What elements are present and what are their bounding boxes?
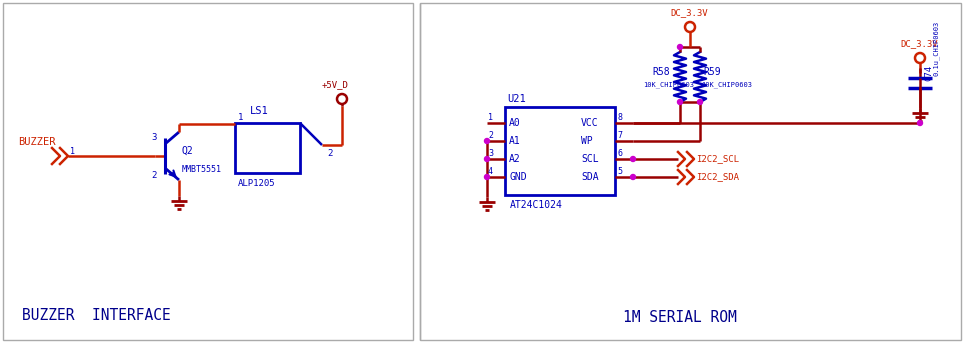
Text: BUZZER  INTERFACE: BUZZER INTERFACE — [22, 308, 171, 322]
Text: SCL: SCL — [581, 154, 599, 164]
Text: 1: 1 — [70, 146, 75, 155]
Text: A2: A2 — [509, 154, 521, 164]
Text: R58: R58 — [652, 67, 670, 77]
Circle shape — [678, 45, 683, 49]
Text: I2C2_SDA: I2C2_SDA — [696, 173, 739, 181]
Text: Q2: Q2 — [182, 146, 194, 156]
Text: 10K_CHIP0603: 10K_CHIP0603 — [701, 82, 752, 88]
Text: I2C2_SCL: I2C2_SCL — [696, 154, 739, 164]
Text: VCC: VCC — [581, 118, 599, 128]
Text: AT24C1024: AT24C1024 — [510, 200, 563, 210]
Text: 5: 5 — [617, 167, 622, 177]
Text: DC_3.3V: DC_3.3V — [670, 9, 708, 17]
Circle shape — [485, 175, 490, 179]
Bar — [505, 107, 615, 195]
Text: 1: 1 — [488, 114, 493, 122]
Circle shape — [918, 120, 923, 126]
Text: R59: R59 — [703, 67, 721, 77]
Text: 0.1u_CHIP0603: 0.1u_CHIP0603 — [933, 21, 940, 76]
Text: C74: C74 — [924, 65, 933, 81]
Text: 3: 3 — [488, 150, 493, 158]
Text: SDA: SDA — [581, 172, 599, 182]
Text: U21: U21 — [507, 94, 525, 104]
Text: 2: 2 — [488, 131, 493, 141]
Bar — [3, 3, 413, 340]
Text: 8: 8 — [617, 114, 622, 122]
Text: 3: 3 — [151, 133, 156, 142]
Text: DC_3.3V: DC_3.3V — [900, 39, 938, 48]
Text: 1: 1 — [238, 114, 243, 122]
Text: MMBT5551: MMBT5551 — [182, 165, 222, 174]
Text: 1M SERIAL ROM: 1M SERIAL ROM — [623, 310, 736, 326]
Text: GND: GND — [509, 172, 526, 182]
Text: 6: 6 — [617, 150, 622, 158]
Text: +5V_D: +5V_D — [322, 81, 349, 90]
Text: LS1: LS1 — [250, 106, 269, 116]
Circle shape — [678, 99, 683, 105]
Text: A1: A1 — [509, 136, 521, 146]
Text: 4: 4 — [488, 167, 493, 177]
Text: 7: 7 — [617, 131, 622, 141]
Bar — [235, 123, 300, 173]
Text: BUZZER: BUZZER — [18, 137, 56, 147]
Text: ALP1205: ALP1205 — [238, 178, 276, 188]
Text: 10K_CHIP0603: 10K_CHIP0603 — [643, 82, 694, 88]
Bar — [420, 3, 961, 340]
Circle shape — [485, 156, 490, 162]
Circle shape — [698, 99, 703, 105]
Text: 2: 2 — [327, 149, 333, 157]
Text: WP: WP — [581, 136, 593, 146]
Text: A0: A0 — [509, 118, 521, 128]
Text: 2: 2 — [151, 172, 156, 180]
Circle shape — [630, 156, 635, 162]
Circle shape — [630, 175, 635, 179]
Circle shape — [485, 139, 490, 143]
